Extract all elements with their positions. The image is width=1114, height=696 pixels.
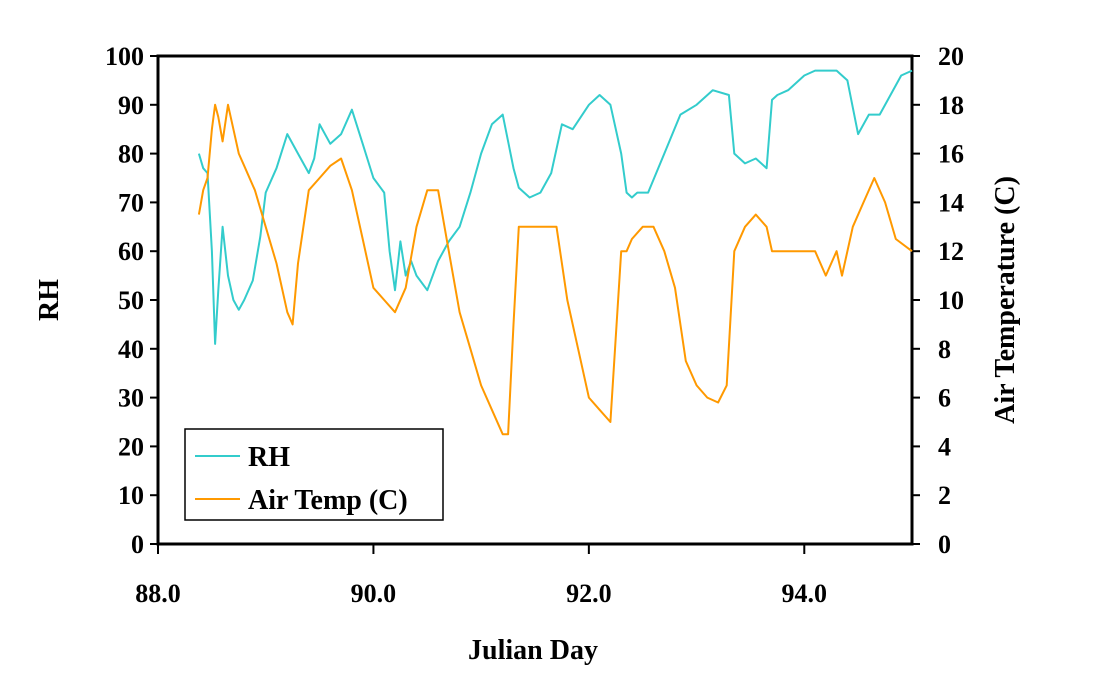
y-tick-label: 20	[118, 432, 144, 461]
x-axis-ticks: 88.0 90.0 92.0 94.0	[135, 544, 827, 608]
y-tick-label: 40	[118, 335, 144, 364]
y-tick-label: 90	[118, 91, 144, 120]
x-tick-label: 90.0	[351, 579, 397, 608]
y-tick-label: 50	[118, 286, 144, 315]
y-tick-label: 70	[118, 188, 144, 217]
y-axis-ticks: 0 10 20 30 40 50 60 70 80 90 100	[105, 42, 158, 559]
y2-tick-label: 20	[938, 42, 964, 71]
y2-tick-label: 18	[938, 91, 964, 120]
y2-tick-label: 8	[938, 335, 951, 364]
y2-tick-label: 14	[938, 188, 964, 217]
y-tick-label: 0	[131, 530, 144, 559]
y2-axis-ticks: 0 2 4 6 8 10 12 14 16 18 20	[912, 42, 964, 559]
x-tick-label: 94.0	[782, 579, 828, 608]
y2-tick-label: 16	[938, 140, 964, 169]
legend-label-rh: RH	[248, 442, 290, 473]
series-line-rh	[197, 69, 913, 345]
y-axis-title: RH	[34, 279, 65, 321]
series-lines	[197, 69, 913, 436]
y2-tick-label: 2	[938, 481, 951, 510]
x-axis-title: Julian Day	[468, 635, 598, 666]
series-line-air-temp	[197, 103, 913, 436]
y-tick-label: 80	[118, 140, 144, 169]
y2-axis-title: Air Temperature (C)	[990, 176, 1021, 424]
y-tick-label: 30	[118, 384, 144, 413]
legend: RH Air Temp (C)	[184, 428, 444, 521]
y2-tick-label: 0	[938, 530, 951, 559]
y2-tick-label: 6	[938, 384, 951, 413]
legend-label-air-temp: Air Temp (C)	[248, 485, 408, 516]
y-tick-label: 10	[118, 481, 144, 510]
y2-tick-label: 4	[938, 432, 951, 461]
x-tick-label: 88.0	[135, 579, 181, 608]
y-tick-label: 100	[105, 42, 144, 71]
y-tick-label: 60	[118, 237, 144, 266]
legend-box	[184, 428, 444, 521]
x-tick-label: 92.0	[566, 579, 612, 608]
y2-tick-label: 12	[938, 237, 964, 266]
y2-tick-label: 10	[938, 286, 964, 315]
